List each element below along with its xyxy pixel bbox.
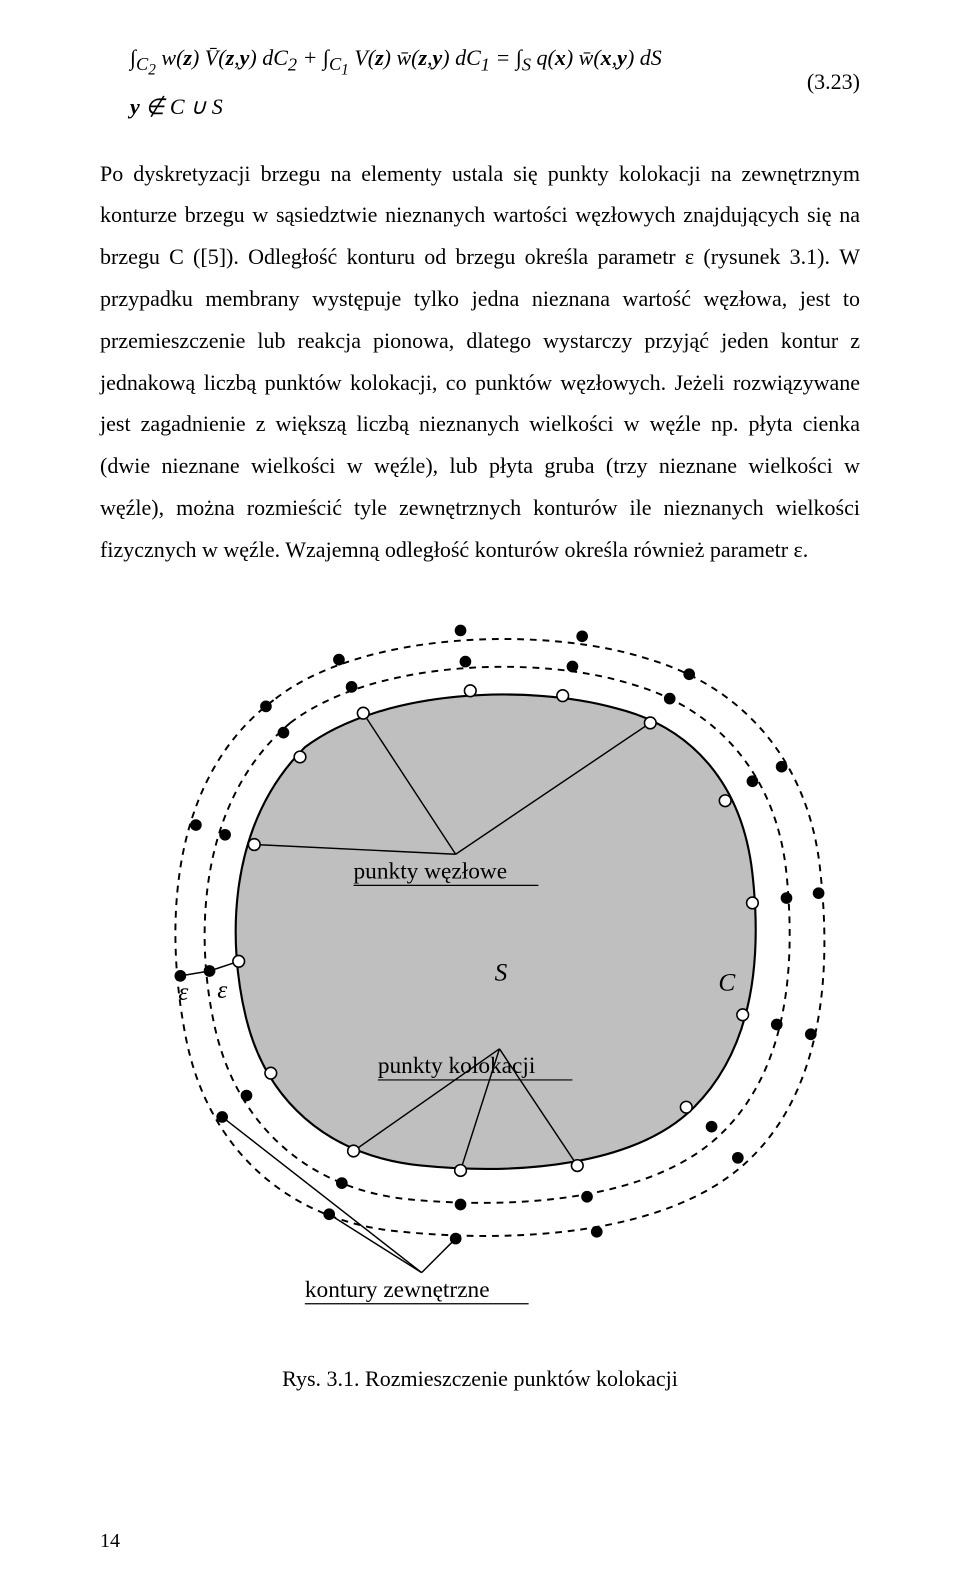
equation-line1: ∫C2 w(z) V̄(z,y) dC2 + ∫C1 V(z) w̄(z,y) … xyxy=(130,40,662,83)
body-paragraph: Po dyskretyzacji brzegu na elementy usta… xyxy=(100,153,860,571)
figure-3-1: punkty węzłowe punkty kolokacji kontury ze… xyxy=(100,611,860,1392)
svg-text:punkty węzłowe: punkty węzłowe xyxy=(354,858,508,884)
svg-text:ε: ε xyxy=(217,976,227,1004)
equation-content: ∫C2 w(z) V̄(z,y) dC2 + ∫C1 V(z) w̄(z,y) … xyxy=(100,40,662,125)
svg-text:S: S xyxy=(495,958,508,986)
equation-block: ∫C2 w(z) V̄(z,y) dC2 + ∫C1 V(z) w̄(z,y) … xyxy=(100,40,860,125)
svg-text:ε: ε xyxy=(178,978,188,1006)
svg-text:C: C xyxy=(718,968,736,996)
equation-line2: y ∉ C ∪ S xyxy=(130,89,662,124)
page-number: 14 xyxy=(100,1530,120,1553)
svg-text:punkty kolokacji: punkty kolokacji xyxy=(378,1053,536,1079)
figure-svg: punkty węzłowe punkty kolokacji kontury ze… xyxy=(100,611,860,1331)
figure-caption: Rys. 3.1. Rozmieszczenie punktów kolokac… xyxy=(100,1366,860,1392)
equation-number: (3.23) xyxy=(807,69,860,95)
svg-text:kontury zewnętrzne: kontury zewnętrzne xyxy=(305,1277,490,1303)
